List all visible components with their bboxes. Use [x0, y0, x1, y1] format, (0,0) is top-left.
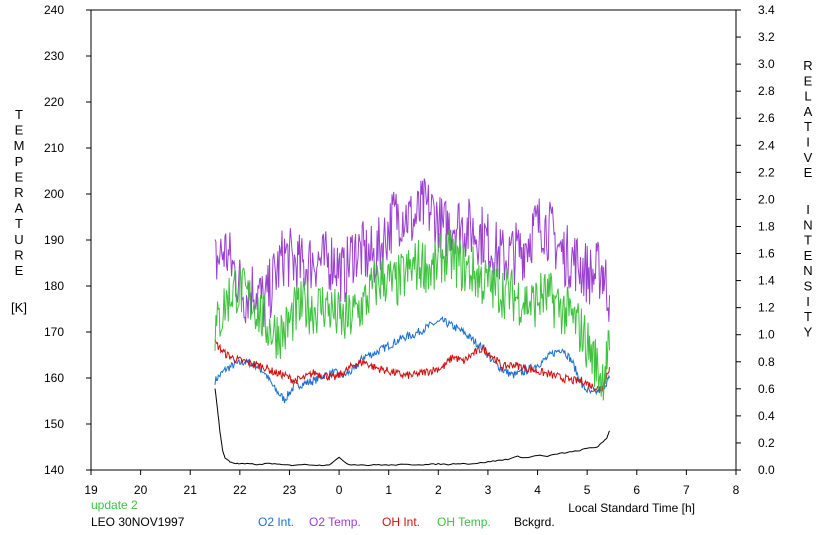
- left-axis: 140 150 160 170 180 190 200 210 220 230 240: [44, 3, 91, 477]
- right-tick-label: 0.0: [758, 463, 775, 477]
- right-tick-label: 1.4: [758, 274, 775, 288]
- series-line-oh-temp: [214, 229, 610, 401]
- left-tick-label: 190: [44, 233, 64, 247]
- series-layer: [214, 178, 610, 467]
- right-tick-label: 2.6: [758, 111, 775, 125]
- x-tick-label: 5: [584, 483, 591, 497]
- x-tick-label: 3: [485, 483, 492, 497]
- series-line-o2-int: [214, 316, 610, 404]
- series-line-bckgrd: [214, 388, 610, 467]
- left-tick-label: 170: [44, 325, 64, 339]
- x-tick-label: 19: [84, 483, 98, 497]
- legend-entry: OH Temp.: [437, 515, 491, 529]
- x-tick-label: 22: [233, 483, 247, 497]
- right-tick-label: 2.0: [758, 192, 775, 206]
- right-tick-label: 2.8: [758, 84, 775, 98]
- left-tick-label: 220: [44, 95, 64, 109]
- right-tick-label: 0.2: [758, 436, 775, 450]
- right-tick-label: 0.6: [758, 382, 775, 396]
- legend-entry: O2 Int.: [258, 515, 294, 529]
- status-text: update 2: [91, 498, 138, 512]
- left-axis-label: T E M P E R A T U R E [K]: [11, 107, 27, 315]
- right-tick-label: 1.8: [758, 219, 775, 233]
- right-tick-label: 2.4: [758, 138, 775, 152]
- x-tick-label: 23: [283, 483, 297, 497]
- right-tick-label: 1.0: [758, 328, 775, 342]
- site-date-text: LEO 30NOV1997: [91, 515, 185, 529]
- right-tick-label: 3.2: [758, 30, 775, 44]
- left-tick-label: 150: [44, 417, 64, 431]
- legend-entry: OH Int.: [382, 515, 420, 529]
- left-tick-label: 240: [44, 3, 64, 17]
- x-tick-label: 2: [435, 483, 442, 497]
- legend: O2 Int. O2 Temp. OH Int. OH Temp. Bckgrd.: [258, 515, 555, 529]
- x-tick-label: 0: [336, 483, 343, 497]
- right-axis: 0.0 0.2 0.4 0.6 0.8 1.0 1.2 1.4 1.6 1.8 2.0 2.2 2.4 2…: [736, 3, 775, 477]
- x-axis: 19 20 21 22 23 0 1 2 3 4 5 6 7 8: [84, 470, 740, 497]
- left-tick-label: 230: [44, 49, 64, 63]
- left-tick-label: 140: [44, 463, 64, 477]
- x-tick-label: 4: [534, 483, 541, 497]
- x-tick-label: 20: [134, 483, 148, 497]
- x-tick-label: 6: [633, 483, 640, 497]
- left-axis-unit: [K]: [11, 300, 27, 315]
- left-tick-label: 210: [44, 141, 64, 155]
- legend-entry: Bckgrd.: [514, 515, 555, 529]
- plot-frame: [90, 9, 737, 471]
- plot-border: [90, 9, 737, 471]
- x-tick-label: 21: [184, 483, 198, 497]
- x-tick-label: 1: [385, 483, 392, 497]
- right-tick-label: 0.8: [758, 355, 775, 369]
- right-tick-label: 2.2: [758, 165, 775, 179]
- x-tick-label: 8: [733, 483, 740, 497]
- right-tick-label: 1.2: [758, 301, 775, 315]
- series-line-oh-int: [214, 339, 610, 392]
- right-tick-label: 1.6: [758, 247, 775, 261]
- right-tick-label: 3.4: [758, 3, 775, 17]
- left-tick-label: 180: [44, 279, 64, 293]
- series-line-o2-temp: [214, 178, 610, 328]
- right-tick-label: 0.4: [758, 409, 775, 423]
- x-tick-label: 7: [683, 483, 690, 497]
- right-axis-label: R E L A T I V E I N T E N S I T Y: [803, 58, 812, 339]
- legend-entry: O2 Temp.: [309, 515, 361, 529]
- left-tick-label: 160: [44, 371, 64, 385]
- right-tick-label: 3.0: [758, 57, 775, 71]
- x-axis-label: Local Standard Time [h]: [568, 501, 695, 515]
- left-tick-label: 200: [44, 187, 64, 201]
